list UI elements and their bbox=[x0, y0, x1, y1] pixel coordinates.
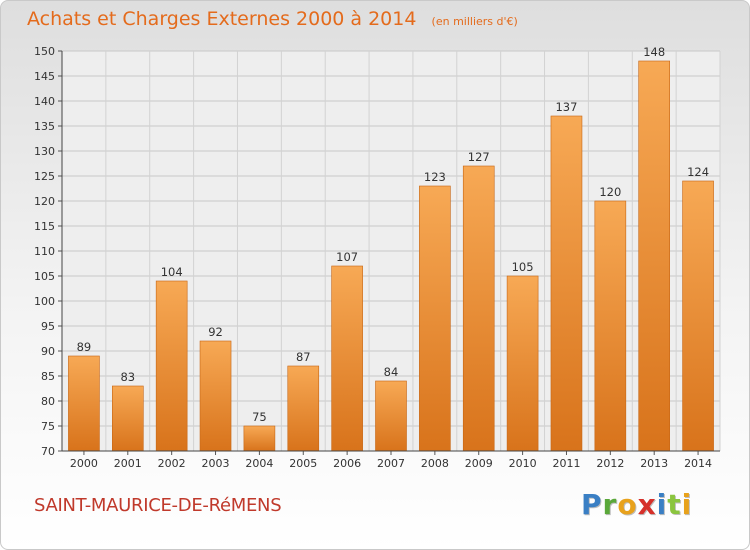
bar-2010 bbox=[506, 275, 539, 452]
y-tick-label: 105 bbox=[34, 270, 55, 283]
y-tick-label: 110 bbox=[34, 245, 55, 258]
logo-letter: x bbox=[637, 488, 657, 521]
value-label: 83 bbox=[120, 370, 135, 384]
value-label: 123 bbox=[424, 170, 446, 184]
x-tick-label: 2012 bbox=[596, 457, 624, 470]
y-tick-label: 95 bbox=[41, 320, 55, 333]
bar-2000 bbox=[68, 355, 100, 452]
logo-text: Proxiti bbox=[581, 485, 701, 525]
axes: 70 75 80 85 90 95 100 105 110 115 120 125 130 135 140 1… bbox=[34, 45, 720, 470]
bar-2001 bbox=[112, 385, 144, 452]
chart-unit: (en milliers d'€) bbox=[431, 15, 518, 28]
value-label: 89 bbox=[77, 340, 92, 354]
logo-letter: i bbox=[656, 488, 668, 521]
y-tick-label: 85 bbox=[41, 370, 55, 383]
value-label: 92 bbox=[208, 325, 223, 339]
value-label: 120 bbox=[599, 185, 621, 199]
bars: 89 83 104 92 75 87 107 84 123 127 105 137 120 148 124 bbox=[68, 45, 714, 452]
value-label: 124 bbox=[687, 165, 709, 179]
y-tick-label: 150 bbox=[34, 45, 55, 58]
x-tick-label: 2003 bbox=[202, 457, 230, 470]
y-tick-label: 115 bbox=[34, 220, 55, 233]
x-tick-label: 2011 bbox=[552, 457, 580, 470]
y-tick-label: 140 bbox=[34, 95, 55, 108]
value-label: 84 bbox=[384, 365, 399, 379]
x-tick-label: 2014 bbox=[684, 457, 712, 470]
bar-2002 bbox=[155, 280, 188, 452]
bar-2012 bbox=[594, 200, 627, 452]
x-tick-label: 2000 bbox=[70, 457, 98, 470]
x-tick-label: 2004 bbox=[245, 457, 273, 470]
value-label: 87 bbox=[296, 350, 311, 364]
value-label: 107 bbox=[336, 250, 358, 264]
logo-letter: o bbox=[617, 488, 638, 521]
chart-title: Achats et Charges Externes 2000 à 2014 bbox=[27, 8, 417, 30]
y-tick-label: 125 bbox=[34, 170, 55, 183]
bar-2005 bbox=[287, 365, 320, 452]
x-tick-label: 2001 bbox=[114, 457, 142, 470]
bar-2003 bbox=[199, 340, 232, 452]
y-tick-label: 90 bbox=[41, 345, 55, 358]
value-label: 105 bbox=[512, 260, 534, 274]
value-label: 137 bbox=[555, 100, 577, 114]
x-tick-label: 2007 bbox=[377, 457, 405, 470]
x-tick-label: 2006 bbox=[333, 457, 361, 470]
x-tick-label: 2013 bbox=[640, 457, 668, 470]
bar-2008 bbox=[419, 185, 451, 452]
y-tick-label: 145 bbox=[34, 70, 55, 83]
proxiti-logo: Proxiti bbox=[581, 485, 701, 525]
x-tick-label: 2010 bbox=[509, 457, 537, 470]
bar-2006 bbox=[331, 265, 363, 452]
x-tick-label: 2008 bbox=[421, 457, 449, 470]
y-tick-label: 70 bbox=[41, 445, 55, 458]
x-tick-label: 2009 bbox=[465, 457, 493, 470]
city-name: SAINT-MAURICE-DE-RéMENS bbox=[34, 495, 282, 516]
value-label: 127 bbox=[468, 150, 490, 164]
y-tick-label: 135 bbox=[34, 120, 55, 133]
logo-letter: P bbox=[581, 488, 603, 521]
y-tick-label: 100 bbox=[34, 295, 55, 308]
bar-2014 bbox=[682, 180, 714, 452]
chart-title-block: Achats et Charges Externes 2000 à 2014 (… bbox=[27, 8, 518, 30]
bar-2011 bbox=[550, 115, 583, 452]
bar-2007 bbox=[375, 380, 407, 452]
value-label: 75 bbox=[252, 410, 267, 424]
y-tick-label: 130 bbox=[34, 145, 55, 158]
bar-2013 bbox=[638, 60, 671, 452]
value-label: 148 bbox=[643, 45, 665, 59]
x-tick-label: 2002 bbox=[158, 457, 186, 470]
y-tick-label: 75 bbox=[41, 420, 55, 433]
bar-2004 bbox=[243, 425, 276, 452]
bar-2009 bbox=[462, 165, 495, 452]
logo-letter: i bbox=[681, 488, 693, 521]
y-tick-label: 120 bbox=[34, 195, 55, 208]
x-tick-label: 2005 bbox=[289, 457, 317, 470]
logo-letter: t bbox=[667, 488, 682, 521]
logo-letter: r bbox=[602, 488, 618, 521]
y-tick-label: 80 bbox=[41, 395, 55, 408]
value-label: 104 bbox=[161, 265, 183, 279]
